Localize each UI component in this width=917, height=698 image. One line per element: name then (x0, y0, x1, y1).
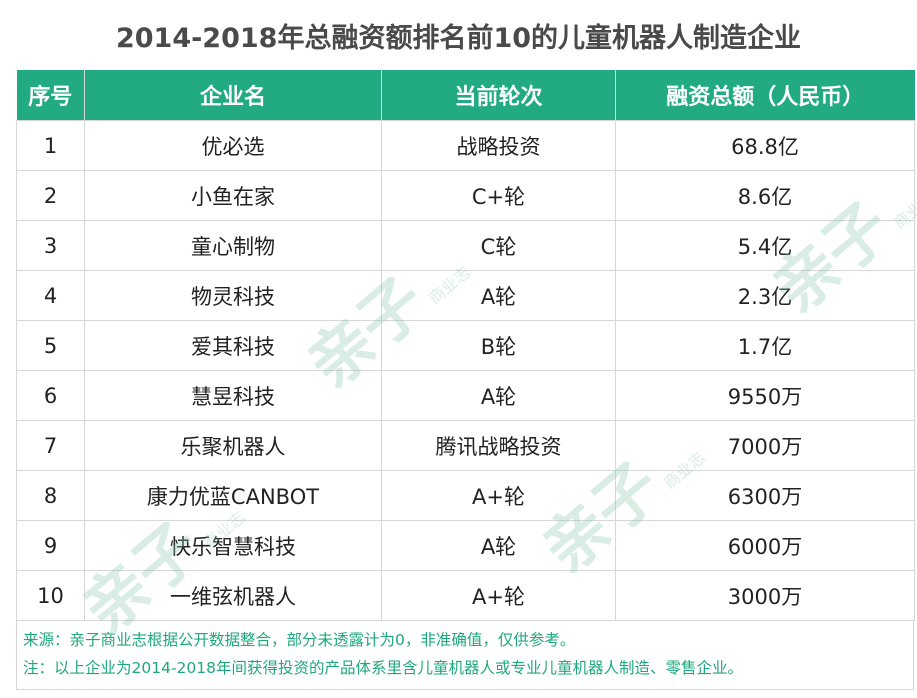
cell-amount: 2.3亿 (615, 270, 915, 321)
table-row: 4 物灵科技 A轮 2.3亿 (16, 270, 915, 321)
scope-note: 注：以上企业为2014-2018年间获得投资的产品体系里含儿童机器人或专业儿童机… (23, 659, 743, 677)
cell-rank: 7 (16, 420, 85, 471)
footer-notes: 来源：亲子商业志根据公开数据整合，部分未透露计为0，非准确值，仅供参考。 注：以… (16, 620, 914, 690)
table-row: 6 慧昱科技 A轮 9550万 (16, 370, 915, 421)
cell-company: 优必选 (84, 120, 382, 171)
cell-amount: 6000万 (615, 520, 915, 571)
table-row: 10 一维弦机器人 A+轮 3000万 (16, 570, 915, 621)
page-title: 2014-2018年总融资额排名前10的儿童机器人制造企业 (115, 22, 802, 54)
cell-round: C+轮 (381, 170, 616, 221)
cell-round: A轮 (381, 270, 616, 321)
header-round: 当前轮次 (381, 70, 616, 121)
cell-amount: 7000万 (615, 420, 915, 471)
table-row: 2 小鱼在家 C+轮 8.6亿 (16, 170, 915, 221)
cell-rank: 9 (16, 520, 85, 571)
cell-rank: 6 (16, 370, 85, 421)
table-header-row: 序号 企业名 当前轮次 融资总额（人民币） (16, 70, 915, 121)
table-row: 8 康力优蓝CANBOT A+轮 6300万 (16, 470, 915, 521)
cell-amount: 5.4亿 (615, 220, 915, 271)
cell-round: 腾讯战略投资 (381, 420, 616, 471)
cell-round: B轮 (381, 320, 616, 371)
cell-amount: 9550万 (615, 370, 915, 421)
header-amount: 融资总额（人民币） (615, 70, 915, 121)
cell-amount: 6300万 (615, 470, 915, 521)
cell-rank: 1 (16, 120, 85, 171)
financing-table: 序号 企业名 当前轮次 融资总额（人民币） 1 优必选 战略投资 68.8亿 2… (16, 70, 915, 621)
table-row: 7 乐聚机器人 腾讯战略投资 7000万 (16, 420, 915, 471)
header-company: 企业名 (84, 70, 382, 121)
cell-company: 康力优蓝CANBOT (84, 470, 382, 521)
cell-company: 童心制物 (84, 220, 382, 271)
cell-company: 小鱼在家 (84, 170, 382, 221)
cell-rank: 10 (16, 570, 85, 621)
cell-company: 乐聚机器人 (84, 420, 382, 471)
cell-round: A+轮 (381, 470, 616, 521)
cell-round: 战略投资 (381, 120, 616, 171)
cell-amount: 8.6亿 (615, 170, 915, 221)
cell-company: 快乐智慧科技 (84, 520, 382, 571)
cell-rank: 2 (16, 170, 85, 221)
cell-rank: 5 (16, 320, 85, 371)
cell-company: 一维弦机器人 (84, 570, 382, 621)
cell-round: C轮 (381, 220, 616, 271)
table-row: 5 爱其科技 B轮 1.7亿 (16, 320, 915, 371)
header-rank: 序号 (16, 70, 85, 121)
cell-round: A轮 (381, 520, 616, 571)
cell-company: 物灵科技 (84, 270, 382, 321)
cell-amount: 3000万 (615, 570, 915, 621)
cell-round: A轮 (381, 370, 616, 421)
source-note: 来源：亲子商业志根据公开数据整合，部分未透露计为0，非准确值，仅供参考。 (23, 631, 576, 649)
cell-company: 慧昱科技 (84, 370, 382, 421)
table-row: 1 优必选 战略投资 68.8亿 (16, 120, 915, 171)
cell-rank: 3 (16, 220, 85, 271)
table-row: 3 童心制物 C轮 5.4亿 (16, 220, 915, 271)
cell-round: A+轮 (381, 570, 616, 621)
cell-company: 爱其科技 (84, 320, 382, 371)
cell-amount: 68.8亿 (615, 120, 915, 171)
table-row: 9 快乐智慧科技 A轮 6000万 (16, 520, 915, 571)
cell-rank: 4 (16, 270, 85, 321)
cell-amount: 1.7亿 (615, 320, 915, 371)
cell-rank: 8 (16, 470, 85, 521)
